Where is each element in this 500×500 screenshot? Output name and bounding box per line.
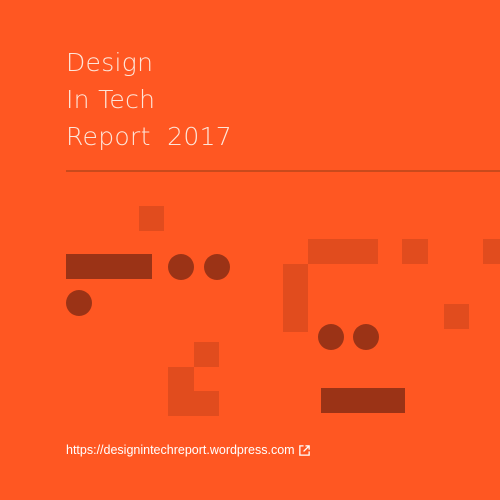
title-line-3: Report 2017 xyxy=(66,122,232,151)
cover-title: Design In Tech Report 2017 xyxy=(66,44,232,155)
deco-square-edge xyxy=(483,239,500,264)
website-link[interactable]: https://designintechreport.wordpress.com xyxy=(66,443,311,457)
deco-bar-bottom xyxy=(321,388,405,413)
title-line-2: In Tech xyxy=(66,85,156,114)
deco-dot-4 xyxy=(318,324,344,350)
deco-step-top xyxy=(194,342,219,367)
website-url[interactable]: https://designintechreport.wordpress.com xyxy=(66,443,295,457)
deco-square-right xyxy=(402,239,428,264)
title-line-1: Design xyxy=(66,48,154,77)
deco-square-lower-right xyxy=(444,304,469,329)
deco-square-top xyxy=(139,206,164,231)
deco-dot-3 xyxy=(66,290,92,316)
deco-dot-1 xyxy=(168,254,194,280)
title-divider xyxy=(66,170,500,172)
external-link-icon[interactable] xyxy=(298,444,311,457)
deco-column-center xyxy=(283,264,308,332)
deco-step-left xyxy=(168,367,194,416)
deco-dot-2 xyxy=(204,254,230,280)
deco-step-base xyxy=(194,391,219,416)
deco-dot-5 xyxy=(353,324,379,350)
deco-bar-top-center xyxy=(308,239,378,264)
deco-bar-left xyxy=(66,254,152,279)
